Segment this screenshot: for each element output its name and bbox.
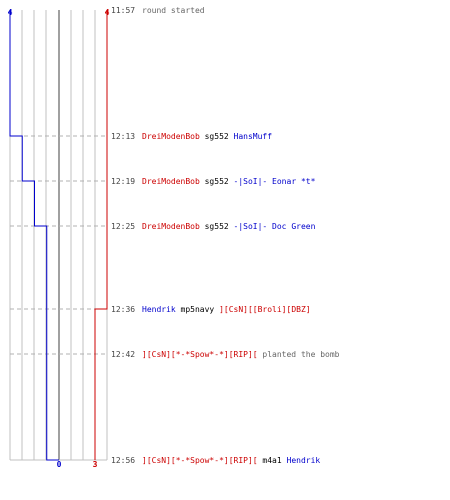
weapon-name: sg552 — [200, 222, 229, 231]
team-count-lines — [9, 10, 108, 461]
event-time: 12:25 — [111, 222, 135, 231]
blue-start-score: 4 — [8, 8, 13, 17]
player-name: ][CsN][*-*Spow*-*][RIP][ — [142, 456, 258, 465]
timeline-grid — [9, 10, 108, 461]
player-name: Hendrik — [142, 305, 176, 314]
player-name: Hendrik — [282, 456, 321, 465]
weapon-name: sg552 — [200, 177, 229, 186]
event-time: 12:13 — [111, 132, 135, 141]
red-start-score: 4 — [105, 8, 110, 17]
player-name: -|SoI|- Doc Green — [229, 222, 316, 231]
red-team-line — [94, 10, 108, 460]
player-name: DreiModenBob — [142, 177, 200, 186]
player-name: DreiModenBob — [142, 222, 200, 231]
weapon-name: m4a1 — [258, 456, 282, 465]
red-end-score: 3 — [93, 460, 98, 469]
player-name: DreiModenBob — [142, 132, 200, 141]
event-description: planted the bomb — [258, 350, 340, 359]
player-name: ][CsN][[Broli][DBZ] — [214, 305, 310, 314]
event-line: DreiModenBob sg552 -|SoI|- Eonar *t* — [142, 177, 316, 186]
event-line: ][CsN][*-*Spow*-*][RIP][ m4a1 Hendrik — [142, 456, 320, 465]
event-time: 12:36 — [111, 305, 135, 314]
score-labels: 4 4 0 3 — [8, 8, 110, 469]
weapon-name: mp5navy — [176, 305, 215, 314]
event-time: 12:42 — [111, 350, 135, 359]
event-time: 12:19 — [111, 177, 135, 186]
event-description: round started — [142, 6, 205, 15]
event-line: DreiModenBob sg552 -|SoI|- Doc Green — [142, 222, 316, 231]
player-name: HansMuff — [229, 132, 273, 141]
player-name: ][CsN][*-*Spow*-*][RIP][ — [142, 350, 258, 359]
event-log: 11:57 round started 12:13 DreiModenBob sg55… — [111, 6, 340, 465]
event-line: round started — [142, 6, 205, 15]
weapon-name: sg552 — [200, 132, 229, 141]
event-line: DreiModenBob sg552 HansMuff — [142, 132, 272, 141]
event-line: ][CsN][*-*Spow*-*][RIP][ planted the bom… — [142, 350, 340, 359]
blue-end-score: 0 — [57, 460, 62, 469]
event-line: Hendrik mp5navy ][CsN][[Broli][DBZ] — [142, 305, 311, 314]
event-time: 11:57 — [111, 6, 135, 15]
blue-team-line — [9, 10, 59, 461]
event-time: 12:56 — [111, 456, 135, 465]
player-name: -|SoI|- Eonar *t* — [229, 177, 316, 186]
